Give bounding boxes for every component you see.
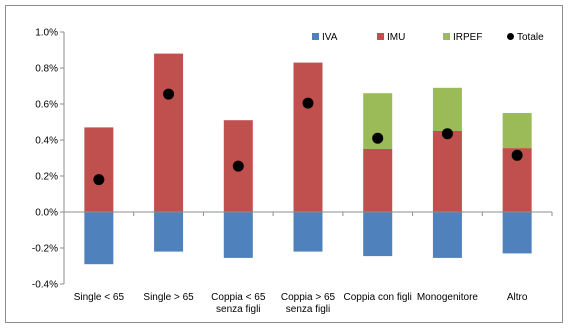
y-tick-label: 0.0% (35, 208, 58, 219)
legend-swatch-irpef (443, 33, 450, 40)
legend-label: IRPEF (453, 32, 482, 43)
category-label: Coppia < 65 (211, 292, 266, 303)
category-label: senza figli (286, 304, 330, 315)
y-tick-label: -0.2% (32, 244, 58, 255)
bar-imu (84, 127, 114, 212)
legend-label: Totale (517, 32, 544, 43)
bar-iva (223, 212, 253, 258)
y-tick-label: 0.6% (35, 100, 58, 111)
bar-imu (154, 53, 184, 212)
total-point (232, 160, 244, 172)
y-tick-label: 0.2% (35, 172, 58, 183)
bar-iva (502, 212, 532, 254)
total-point (93, 174, 105, 186)
bar-iva (154, 212, 184, 252)
bar-irpef (502, 113, 532, 149)
total-point (372, 132, 384, 144)
total-point (302, 97, 314, 109)
y-tick-label: 1.0% (35, 28, 58, 39)
category-label: Coppia > 65 (281, 292, 336, 303)
legend-swatch-iva (312, 33, 319, 40)
category-label: Monogenitore (417, 292, 479, 303)
category-label: Altro (507, 292, 528, 303)
bar-iva (293, 212, 323, 252)
total-point (511, 149, 523, 161)
legend-label: IVA (322, 32, 338, 43)
category-label: Coppia con figli (344, 292, 412, 303)
category-label: Single > 65 (143, 292, 194, 303)
legend-label: IMU (387, 32, 405, 43)
legend-swatch-imu (377, 33, 384, 40)
y-tick-label: 0.4% (35, 136, 58, 147)
total-point (163, 88, 175, 100)
bar-iva (84, 212, 114, 265)
total-point (441, 128, 453, 140)
y-tick-label: -0.4% (32, 280, 58, 291)
y-tick-label: 0.8% (35, 64, 58, 75)
category-label: senza figli (216, 304, 260, 315)
bar-irpef (432, 87, 462, 131)
bar-iva (432, 212, 462, 258)
bar-iva (363, 212, 393, 257)
bar-imu (432, 131, 462, 212)
category-label: Single < 65 (74, 292, 125, 303)
bar-imu (293, 62, 323, 212)
legend-marker-totale (507, 33, 514, 40)
bar-imu (363, 149, 393, 212)
